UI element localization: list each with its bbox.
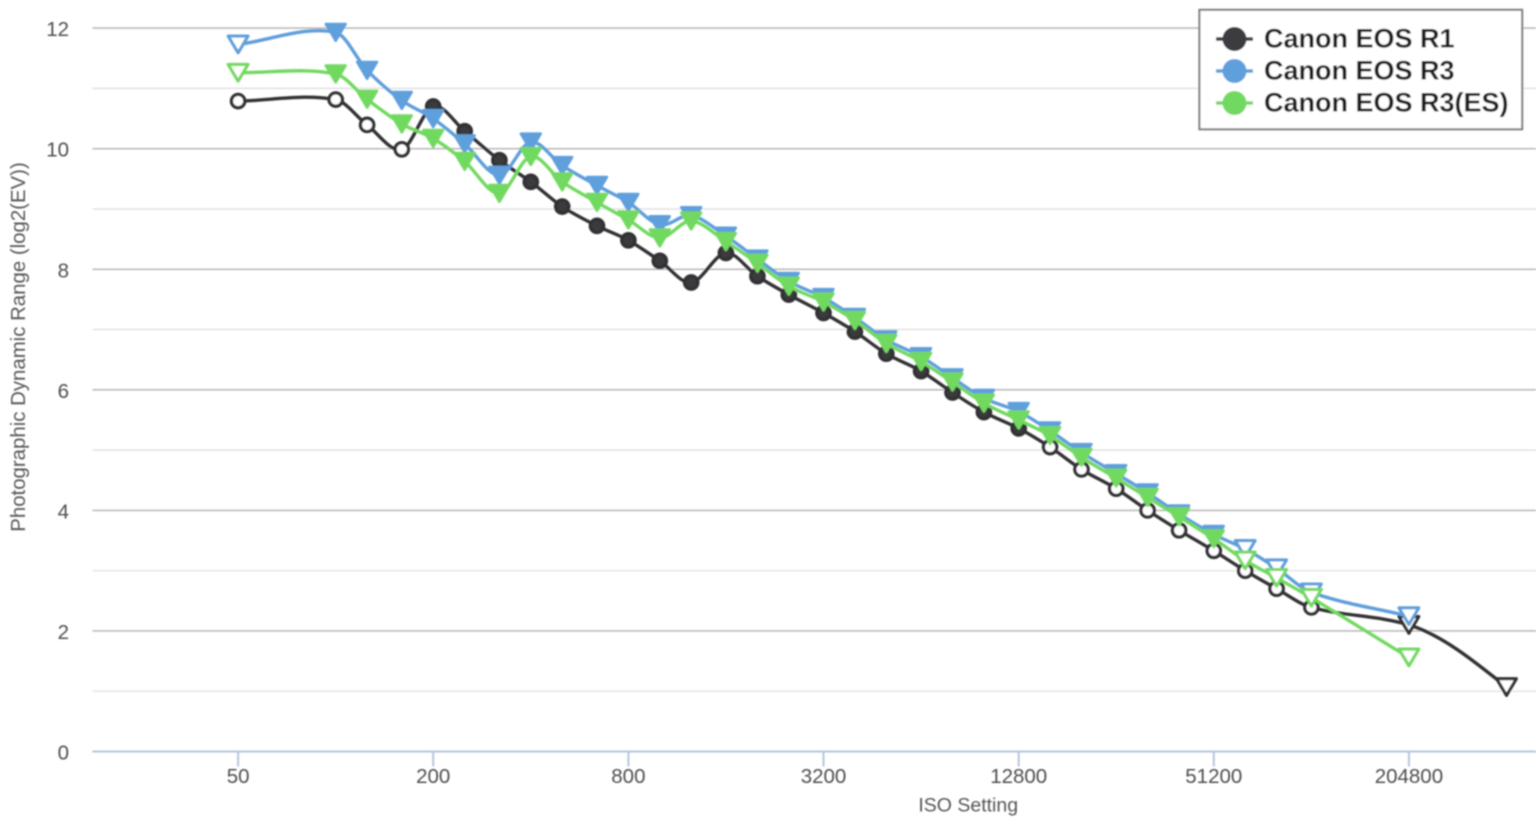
svg-text:4: 4	[58, 500, 69, 523]
svg-text:51200: 51200	[1185, 765, 1242, 788]
svg-text:6: 6	[58, 380, 69, 403]
svg-text:2: 2	[58, 621, 69, 644]
svg-text:800: 800	[611, 765, 645, 788]
svg-text:50: 50	[227, 765, 250, 788]
svg-text:Canon EOS R1: Canon EOS R1	[1264, 24, 1455, 54]
svg-text:ISO Setting: ISO Setting	[918, 795, 1018, 817]
svg-text:0: 0	[58, 742, 69, 765]
svg-text:Canon EOS R3: Canon EOS R3	[1264, 56, 1455, 86]
svg-text:3200: 3200	[801, 765, 847, 788]
svg-text:Photographic Dynamic Range (lo: Photographic Dynamic Range (log2(EV))	[8, 162, 30, 531]
svg-text:Canon EOS R3(ES): Canon EOS R3(ES)	[1264, 88, 1509, 118]
svg-text:200: 200	[416, 765, 450, 788]
svg-text:12800: 12800	[990, 765, 1047, 788]
svg-text:10: 10	[46, 139, 69, 162]
svg-text:8: 8	[58, 259, 69, 282]
svg-text:12: 12	[46, 18, 69, 41]
svg-text:204800: 204800	[1375, 765, 1443, 788]
